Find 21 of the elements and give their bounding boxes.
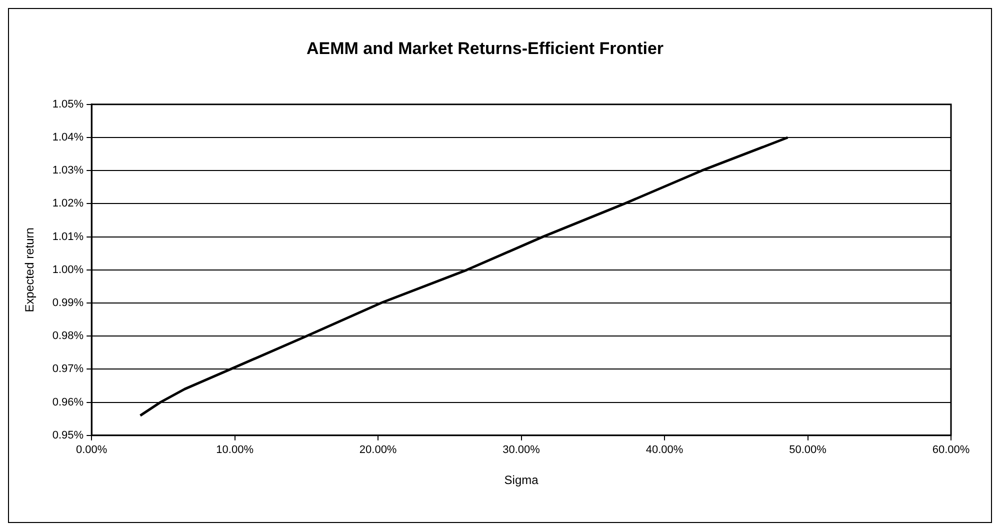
x-tick-label: 50.00% <box>789 444 827 456</box>
x-tick-label: 10.00% <box>216 444 254 456</box>
y-tick-label: 1.00% <box>52 264 84 276</box>
y-tick-label: 1.05% <box>52 98 84 110</box>
x-axis-title: Sigma <box>504 473 539 488</box>
x-tick-label: 60.00% <box>932 444 970 456</box>
y-tick-label: 1.02% <box>52 198 84 210</box>
y-tick-label: 0.99% <box>52 297 84 310</box>
y-tick-label: 1.04% <box>52 132 84 144</box>
y-tick-label: 0.96% <box>52 396 84 408</box>
y-tick-label: 1.01% <box>52 230 84 243</box>
y-tick-label: 1.03% <box>52 164 84 177</box>
x-tick-label: 0.00% <box>76 444 108 456</box>
x-tick-label: 30.00% <box>502 444 540 456</box>
y-tick-label: 0.95% <box>52 429 84 442</box>
y-axis-title: Expected return <box>22 228 37 312</box>
x-tick-label: 20.00% <box>359 444 397 456</box>
chart-title: AEMM and Market Returns-Efficient Frontier <box>306 38 664 58</box>
y-tick-label: 0.98% <box>52 330 84 342</box>
y-tick-label: 0.97% <box>52 363 84 376</box>
x-tick-label: 40.00% <box>646 444 684 456</box>
